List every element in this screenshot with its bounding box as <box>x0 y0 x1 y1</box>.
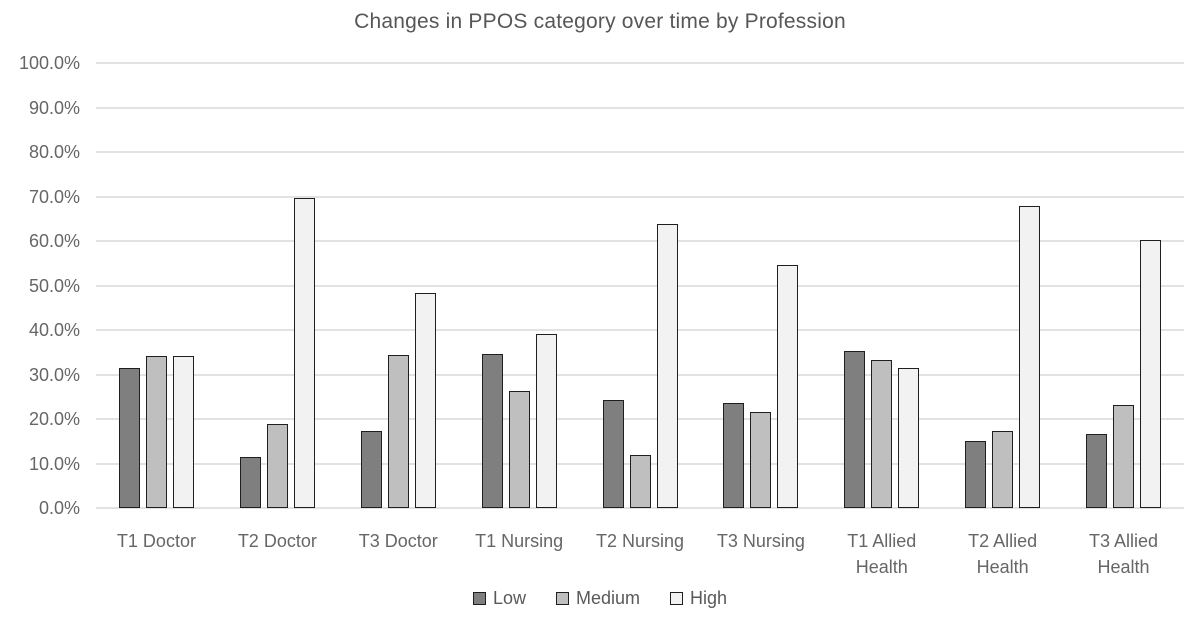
gridline <box>96 373 1184 376</box>
legend-item-low: Low <box>472 588 526 609</box>
legend-label: Medium <box>575 588 641 608</box>
gridline <box>96 151 1184 153</box>
y-tick-label: 80.0% <box>28 142 80 162</box>
x-axis-label: T2 Doctor <box>237 531 317 551</box>
legend-item-medium: Medium <box>555 588 641 609</box>
legend-swatch-high <box>670 592 684 605</box>
chart-title: Changes in PPOS category over time by Pr… <box>354 10 846 33</box>
x-axis: T1 Doctor T2 Doctor T3 Doctor T1 Nursing T2 … <box>96 524 1184 580</box>
bar-medium <box>992 431 1014 508</box>
plot-area <box>96 62 1184 509</box>
bar-high <box>777 264 799 508</box>
gridline <box>96 240 1184 242</box>
bar-medium <box>629 455 651 508</box>
bar-medium <box>871 359 893 508</box>
bar-high <box>656 224 678 508</box>
gridline <box>96 62 1184 64</box>
bar-low <box>844 351 866 508</box>
gridline <box>96 195 1184 198</box>
bar-medium <box>1113 405 1135 508</box>
x-axis-label: T3 Doctor <box>358 531 438 551</box>
gridline <box>96 106 1184 109</box>
bar-high <box>1140 239 1162 508</box>
y-tick-label: 20.0% <box>28 409 80 429</box>
bar-medium <box>266 423 288 508</box>
bar-low <box>360 431 382 508</box>
bar-medium <box>508 390 530 508</box>
gridline <box>96 284 1184 287</box>
x-axis-label: T1 Nursing <box>475 531 564 551</box>
y-axis: 0.0% 10.0% 20.0% 30.0% 40.0% 50.0% 60.0% 70.0% 8… <box>0 53 80 518</box>
bar-low <box>723 402 745 508</box>
gridline <box>96 329 1184 331</box>
bar-low <box>965 441 987 508</box>
bar-low <box>118 367 140 508</box>
bar-high <box>414 293 436 508</box>
y-tick-label: 10.0% <box>28 453 80 474</box>
y-tick-label: 70.0% <box>28 186 80 207</box>
x-axis-label: T3 Allied Health <box>1089 531 1159 577</box>
legend-label: High <box>690 588 728 608</box>
bar-high <box>1019 206 1041 508</box>
bar-high <box>172 355 194 508</box>
x-axis-label: T2 Nursing <box>595 531 685 551</box>
x-axis-baseline <box>96 507 1184 509</box>
bar-high <box>535 334 557 508</box>
bar-low <box>239 457 261 508</box>
legend-item-high: High <box>670 588 727 609</box>
y-tick-label: 40.0% <box>28 320 80 340</box>
legend-label: Low <box>492 588 526 608</box>
x-axis-label: T2 Allied Health <box>968 531 1038 577</box>
x-axis-label: T1 Doctor <box>116 531 196 551</box>
bar-medium <box>387 354 409 508</box>
bar-high <box>898 367 920 508</box>
bar-low <box>481 354 503 508</box>
legend-swatch-low <box>472 592 486 605</box>
x-axis-label: T1 Allied Health <box>847 531 917 577</box>
y-tick-label: 90.0% <box>28 97 80 118</box>
bar-low <box>1086 434 1108 508</box>
bar-medium <box>145 355 167 508</box>
y-tick-label: 60.0% <box>28 231 80 251</box>
y-tick-label: 50.0% <box>28 275 80 296</box>
legend: Low Medium High <box>0 588 1200 609</box>
y-tick-label: 0.0% <box>38 498 80 518</box>
bar-low <box>602 399 624 508</box>
gridline <box>96 418 1184 420</box>
y-tick-label: 100.0% <box>18 53 80 73</box>
x-axis-label: T3 Nursing <box>716 531 805 551</box>
bar-high <box>293 197 315 508</box>
legend-swatch-medium <box>555 592 569 605</box>
bar-medium <box>750 411 772 508</box>
y-tick-label: 30.0% <box>28 364 80 385</box>
